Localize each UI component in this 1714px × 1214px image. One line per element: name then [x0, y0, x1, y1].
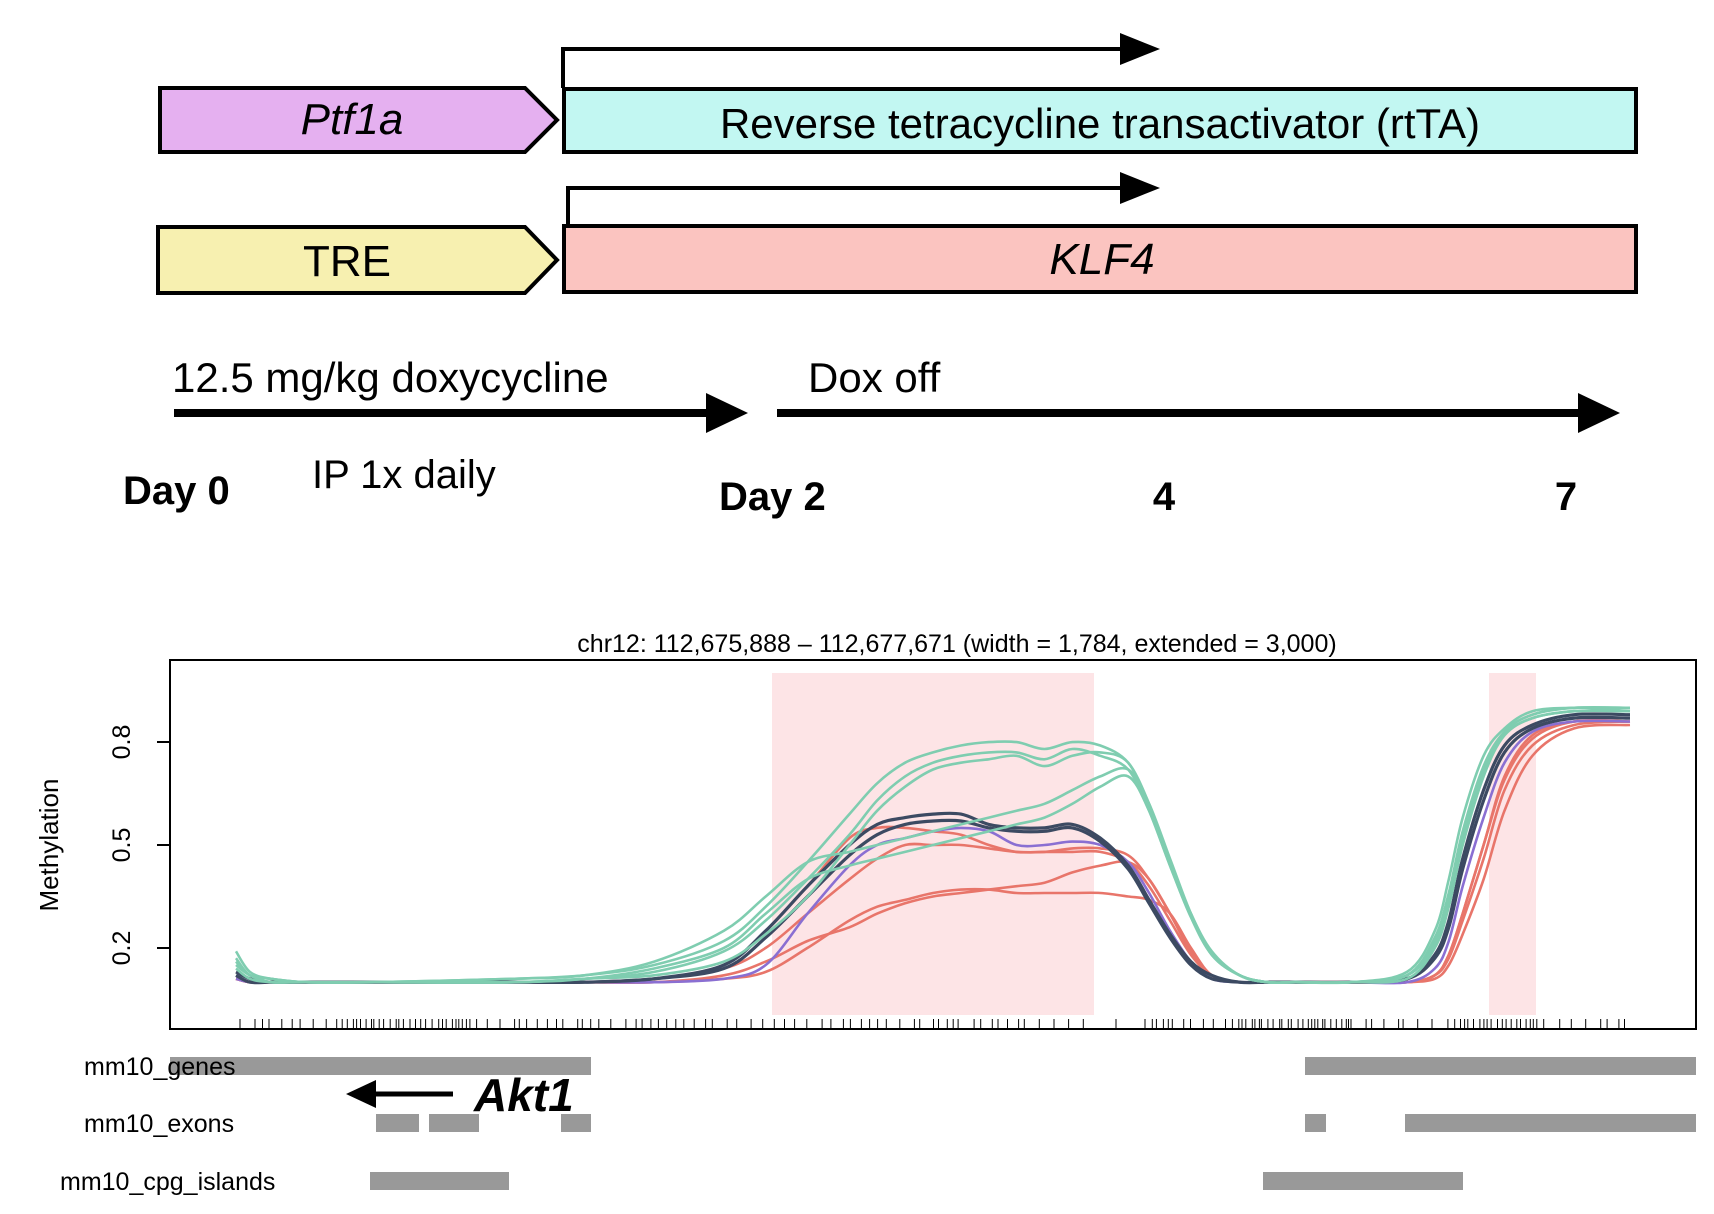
- y-tick-label-0.8: 0.8: [108, 725, 136, 760]
- track-label-cpg-islands: mm10_cpg_islands: [60, 1168, 275, 1196]
- day7-label: 7: [1555, 475, 1577, 519]
- construct-diagram: Ptf1a Reverse tetracycline transactivato…: [156, 33, 1638, 295]
- akt1-gene-label: Akt1: [473, 1069, 574, 1121]
- track-label-genes: mm10_genes: [84, 1053, 235, 1081]
- methylation-line-teal-5: [235, 709, 1631, 984]
- exon-bar-1: [376, 1114, 419, 1132]
- track-label-exons: mm10_exons: [84, 1110, 234, 1138]
- y-tick-label-0.2: 0.2: [108, 931, 136, 966]
- methylation-plot: chr12: 112,675,888 – 112,677,671 (width …: [34, 630, 1697, 1030]
- rtta-gene: [562, 87, 1638, 154]
- y-axis-label: Methylation: [34, 779, 64, 912]
- exon-bar-3: [561, 1114, 591, 1132]
- gene-track-bar-right: [1305, 1057, 1696, 1075]
- day4-label: 4: [1153, 475, 1176, 519]
- exon-bar-5: [1405, 1114, 1696, 1132]
- tre-promoter: [156, 225, 560, 295]
- ptf1a-promoter: [158, 86, 560, 154]
- schedule-label: IP 1x daily: [312, 453, 496, 497]
- plot-title: chr12: 112,675,888 – 112,677,671 (width …: [577, 630, 1336, 658]
- dox-off-label: Dox off: [808, 354, 941, 401]
- ptf1a-label: Ptf1a: [301, 95, 404, 144]
- annotation-tracks: mm10_genes Akt1 mm10_exons mm10_cpg_isla…: [60, 1053, 1696, 1196]
- cpg-island-bar-2: [1263, 1172, 1463, 1190]
- timeline: 12.5 mg/kg doxycycline Dox off Day 0 IP …: [123, 354, 1620, 519]
- tre-label: TRE: [303, 237, 391, 286]
- klf4-gene: [562, 224, 1638, 294]
- day0-label: Day 0: [123, 469, 230, 513]
- methylation-line-navy-7: [235, 715, 1631, 985]
- methylation-line-teal-4: [235, 706, 1631, 984]
- day2-label: Day 2: [719, 475, 826, 519]
- rtta-label: Reverse tetracycline transactivator (rtT…: [720, 100, 1480, 147]
- cpg-island-bar-1: [370, 1172, 509, 1190]
- exon-bar-4: [1305, 1114, 1326, 1132]
- exon-bar-2: [429, 1114, 479, 1132]
- klf4-label: KLF4: [1049, 235, 1154, 284]
- gene-track-bar-akt1: [170, 1057, 591, 1075]
- methylation-lines: [234, 706, 1631, 985]
- treatment-label: 12.5 mg/kg doxycycline: [172, 354, 609, 401]
- cpg-rug: [239, 1019, 1625, 1029]
- transcription-arrow-1: [561, 47, 1128, 88]
- transcription-arrow-2: [566, 186, 1128, 225]
- y-tick-label-0.5: 0.5: [108, 828, 136, 863]
